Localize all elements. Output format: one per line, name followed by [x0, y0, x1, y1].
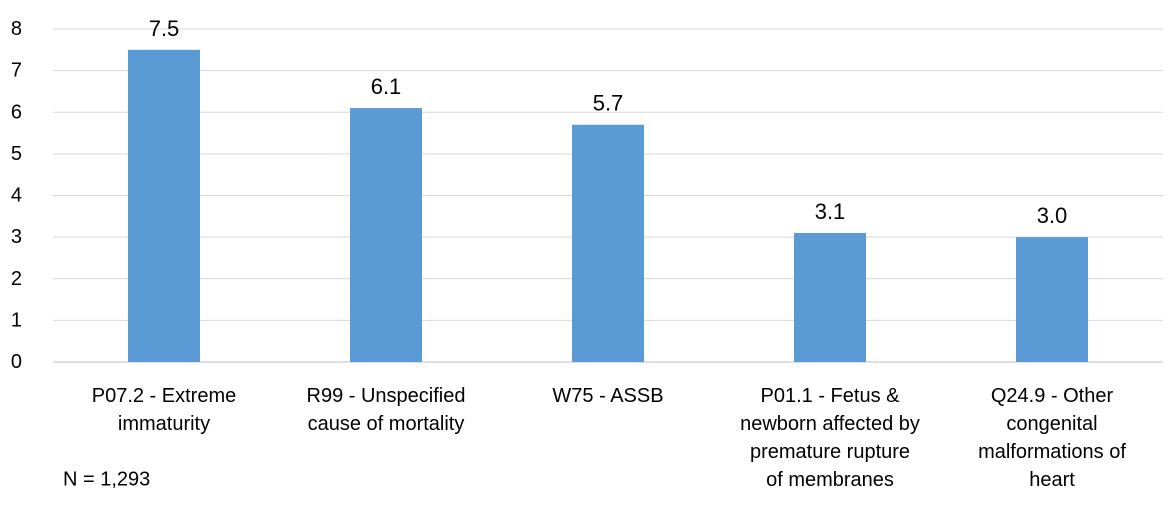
sample-size-note: N = 1,293: [63, 468, 151, 491]
y-tick-label: 4: [11, 185, 22, 207]
y-tick-label: 8: [11, 18, 22, 40]
x-tick-label: P07.2 - Extreme immaturity: [92, 385, 237, 435]
y-tick-label: 6: [11, 101, 22, 123]
data-label: 7.5: [149, 16, 180, 41]
bar: [794, 232, 866, 362]
x-tick-label: W75 - ASSB: [552, 385, 663, 407]
bar: [350, 108, 422, 363]
y-axis-ticks: 0 1 2 3 4 5 6 7 8: [11, 18, 22, 373]
y-tick-label: 1: [11, 309, 22, 331]
y-tick-label: 3: [11, 226, 22, 248]
data-label: 3.1: [815, 199, 846, 224]
data-label: 5.7: [593, 91, 624, 116]
y-tick-label: 0: [11, 351, 22, 373]
bar: [572, 124, 644, 362]
x-tick-label: Q24.9 - Other congenital malformations of h…: [978, 385, 1126, 491]
bars: [128, 49, 1088, 363]
x-axis-labels: P07.2 - Extreme immaturity R99 - Unspecifi…: [92, 385, 1127, 491]
bar: [1016, 237, 1088, 362]
data-label: 3.0: [1037, 203, 1068, 228]
x-tick-label: R99 - Unspecified cause of mortality: [307, 385, 466, 435]
x-tick-label: P01.1 - Fetus & newborn affected by premat…: [740, 385, 920, 491]
y-tick-label: 2: [11, 268, 22, 290]
y-tick-label: 7: [11, 60, 22, 82]
y-tick-label: 5: [11, 143, 22, 165]
data-labels: 7.5 6.1 5.7 3.1 3.0: [149, 16, 1068, 228]
data-label: 6.1: [371, 74, 402, 99]
bar: [128, 49, 200, 362]
